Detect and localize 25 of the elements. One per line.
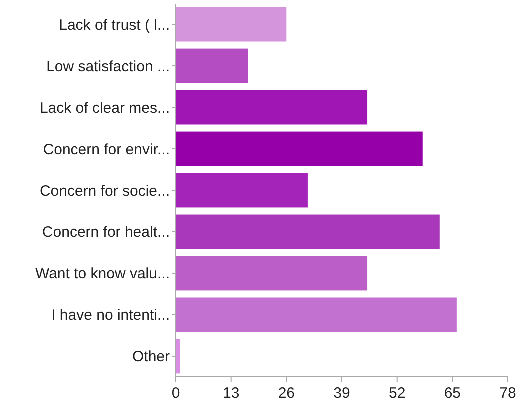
bar: [176, 173, 308, 208]
x-tick-label: 26: [278, 385, 296, 402]
x-tick-label: 0: [172, 385, 180, 402]
bar: [176, 132, 423, 166]
y-tick-label: I have no intenti...: [52, 307, 170, 324]
y-tick-label: Lack of clear mes...: [40, 100, 170, 117]
bar: [176, 90, 368, 125]
x-tick-label: 52: [388, 385, 406, 402]
y-tick-label: Want to know valu...: [35, 266, 170, 283]
y-tick-label: Concern for envir...: [43, 141, 170, 158]
bar: [176, 256, 368, 291]
bar: [176, 7, 287, 42]
bar: [176, 298, 457, 332]
y-tick-label: Concern for healt...: [42, 224, 170, 242]
bar: [176, 214, 440, 250]
y-tick-label: Low satisfaction ...: [46, 58, 170, 76]
y-tick-label: Concern for socie...: [40, 182, 170, 200]
bar: [176, 339, 180, 374]
x-tick-label: 65: [444, 385, 462, 402]
y-tick-label: Lack of trust ( l...: [59, 16, 170, 34]
x-tick-label: 13: [222, 385, 240, 402]
bar: [176, 48, 248, 84]
x-tick-label: 39: [334, 385, 350, 402]
x-tick-label: 78: [500, 385, 516, 402]
y-tick-label: Other: [132, 348, 170, 366]
